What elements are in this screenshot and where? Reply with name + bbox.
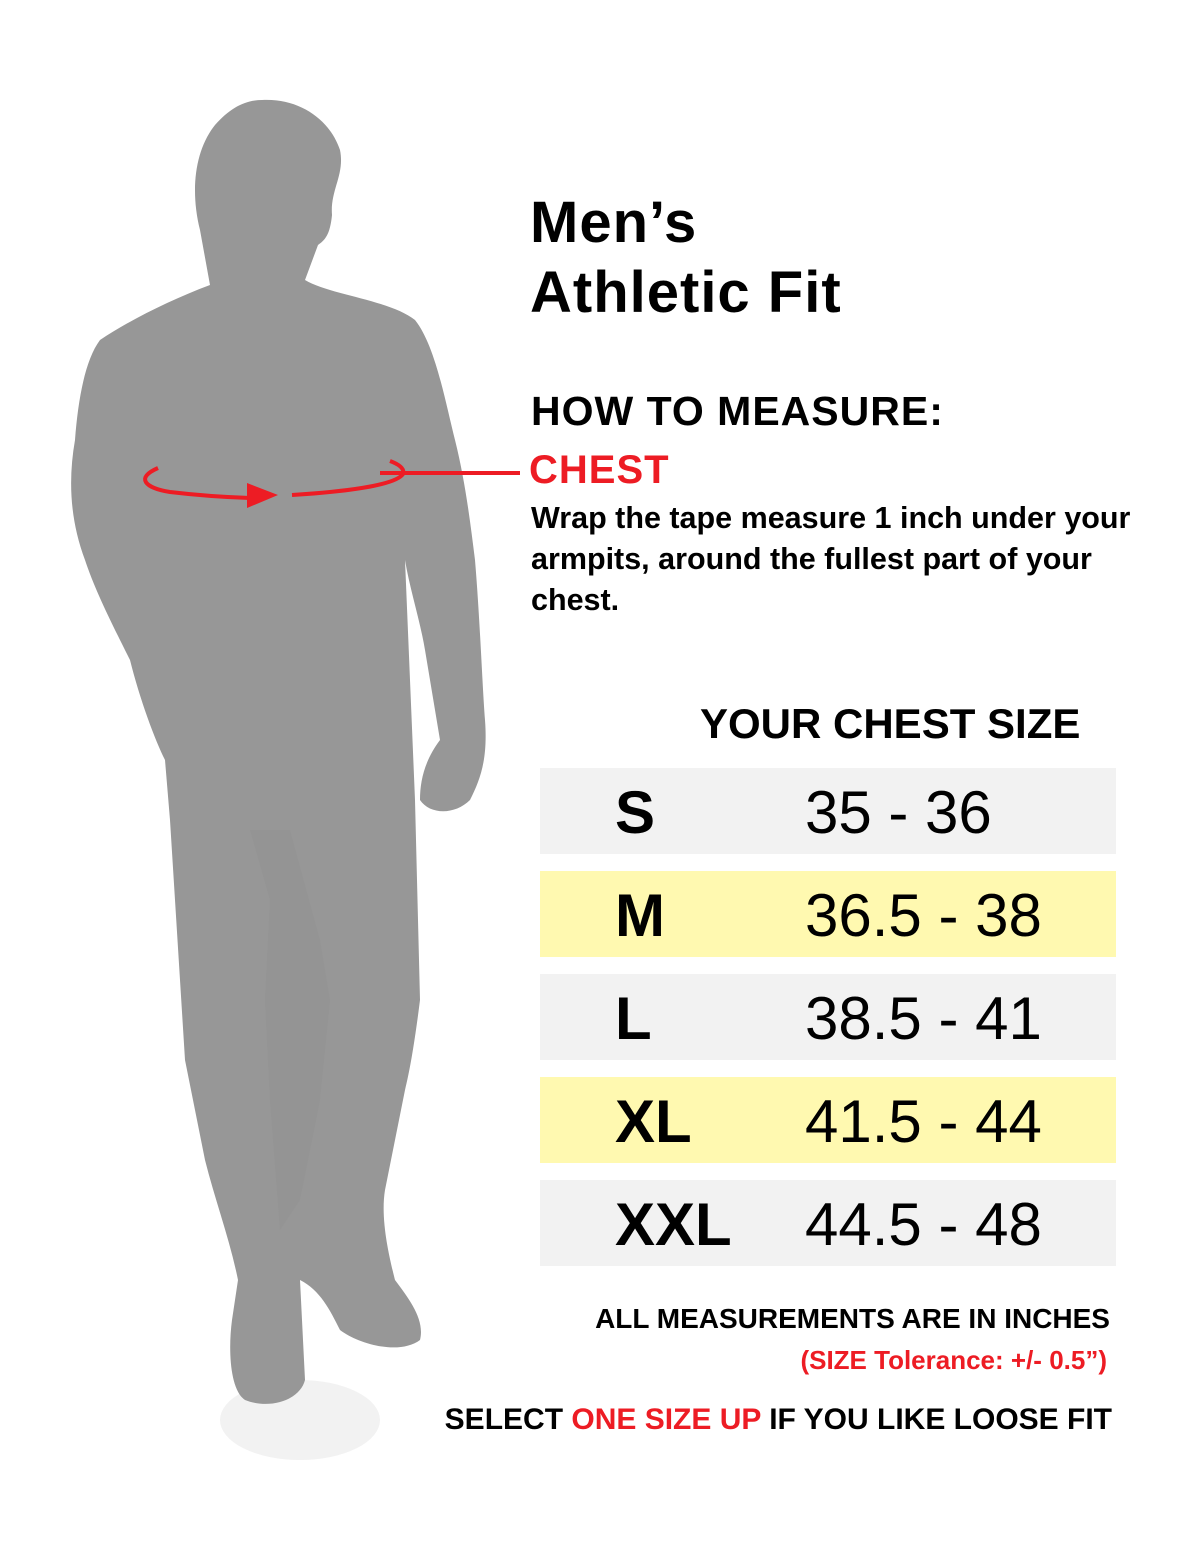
advice-pre: SELECT	[444, 1403, 572, 1436]
how-to-measure-heading: HOW TO MEASURE:	[531, 388, 944, 434]
title-line-1: Men’s	[530, 190, 698, 255]
size-row: S 35 - 36	[540, 768, 1116, 854]
size-row: XL 41.5 - 44	[540, 1077, 1116, 1163]
chest-range: 44.5 - 48	[805, 1191, 1042, 1258]
chest-range: 35 - 36	[805, 779, 992, 846]
advice-highlight: ONE SIZE UP	[571, 1403, 761, 1436]
tape-measure-right-arc	[291, 459, 406, 497]
size-label: M	[615, 882, 665, 949]
chest-range: 41.5 - 44	[805, 1088, 1042, 1155]
units-note: ALL MEASUREMENTS ARE IN INCHES	[595, 1303, 1110, 1334]
size-row: M 36.5 - 38	[540, 871, 1116, 957]
chest-range: 38.5 - 41	[805, 985, 1042, 1052]
size-label: S	[615, 779, 656, 846]
page-title: Men’s Athletic Fit	[530, 188, 842, 328]
size-label: XL	[615, 1088, 692, 1155]
fit-advice: SELECT ONE SIZE UP IF YOU LIKE LOOSE FIT	[445, 1403, 1112, 1437]
man-silhouette	[71, 99, 520, 1460]
arrow-right-icon	[247, 483, 278, 508]
body-silhouette	[71, 99, 486, 1404]
size-table-heading: YOUR CHEST SIZE	[700, 700, 1081, 747]
tolerance-note: (SIZE Tolerance: +/- 0.5”)	[800, 1345, 1107, 1375]
chest-label: CHEST	[529, 448, 670, 492]
title-line-2: Athletic Fit	[530, 260, 842, 325]
size-label: L	[615, 985, 652, 1052]
size-row: XXL 44.5 - 48	[540, 1180, 1116, 1266]
size-row: L 38.5 - 41	[540, 974, 1116, 1060]
tape-measure-left-arc	[143, 466, 251, 500]
chest-range: 36.5 - 38	[805, 882, 1042, 949]
advice-post: IF YOU LIKE LOOSE FIT	[760, 1403, 1112, 1436]
chest-instructions: Wrap the tape measure 1 inch under your …	[531, 501, 1131, 617]
size-label: XXL	[615, 1191, 732, 1258]
